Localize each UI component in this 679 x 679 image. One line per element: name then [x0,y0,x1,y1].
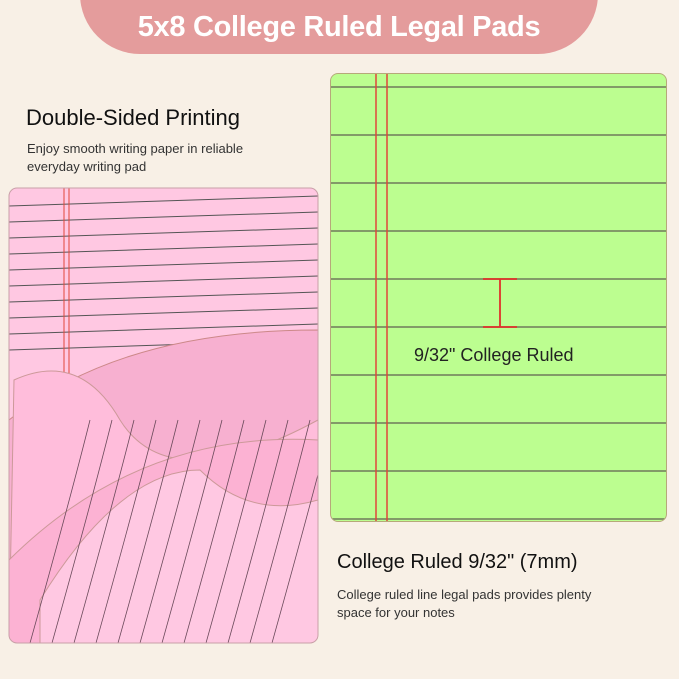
ruled-line [9,275,318,287]
left-desc-line: Enjoy smooth writing paper in reliable [27,141,244,156]
ruled-line [9,211,318,223]
curled-ruled-line [29,419,91,643]
curled-ruled-line [183,419,245,643]
curled-ruled-line [161,419,223,643]
left-description: Enjoy smooth writing paper in reliable e… [27,140,243,176]
title-banner: 5x8 College Ruled Legal Pads [80,0,598,54]
right-description: College ruled line legal pads provides p… [337,586,591,622]
spacing-marker [483,278,517,328]
curled-ruled-line [271,419,318,643]
curled-ruled-line [227,419,289,643]
curled-ruled-line [139,419,201,643]
curled-ruled-line [205,419,267,643]
curled-ruled-line [249,419,311,643]
ruled-line [9,291,318,303]
green-paper [330,73,667,522]
right-desc-line: College ruled line legal pads provides p… [337,587,592,602]
right-heading: College Ruled 9/32" (7mm) [337,551,578,573]
left-heading: Double-Sided Printing [26,105,241,130]
curled-ruled-line [117,419,179,643]
ruled-line [9,243,318,255]
left-desc-line: everyday writing pad [27,159,147,174]
curled-ruled-line [73,419,135,643]
ruled-line [9,323,318,335]
spacing-label: 9/32" College Ruled [414,345,574,365]
ruled-line [9,307,318,319]
ruled-line [9,227,318,239]
curled-ruled-line [51,419,113,643]
ruled-line [9,195,318,207]
title: 5x8 College Ruled Legal Pads [137,11,541,43]
ruled-line [9,259,318,271]
curled-ruled-line [95,419,157,643]
right-desc-line: space for your notes [337,605,455,620]
